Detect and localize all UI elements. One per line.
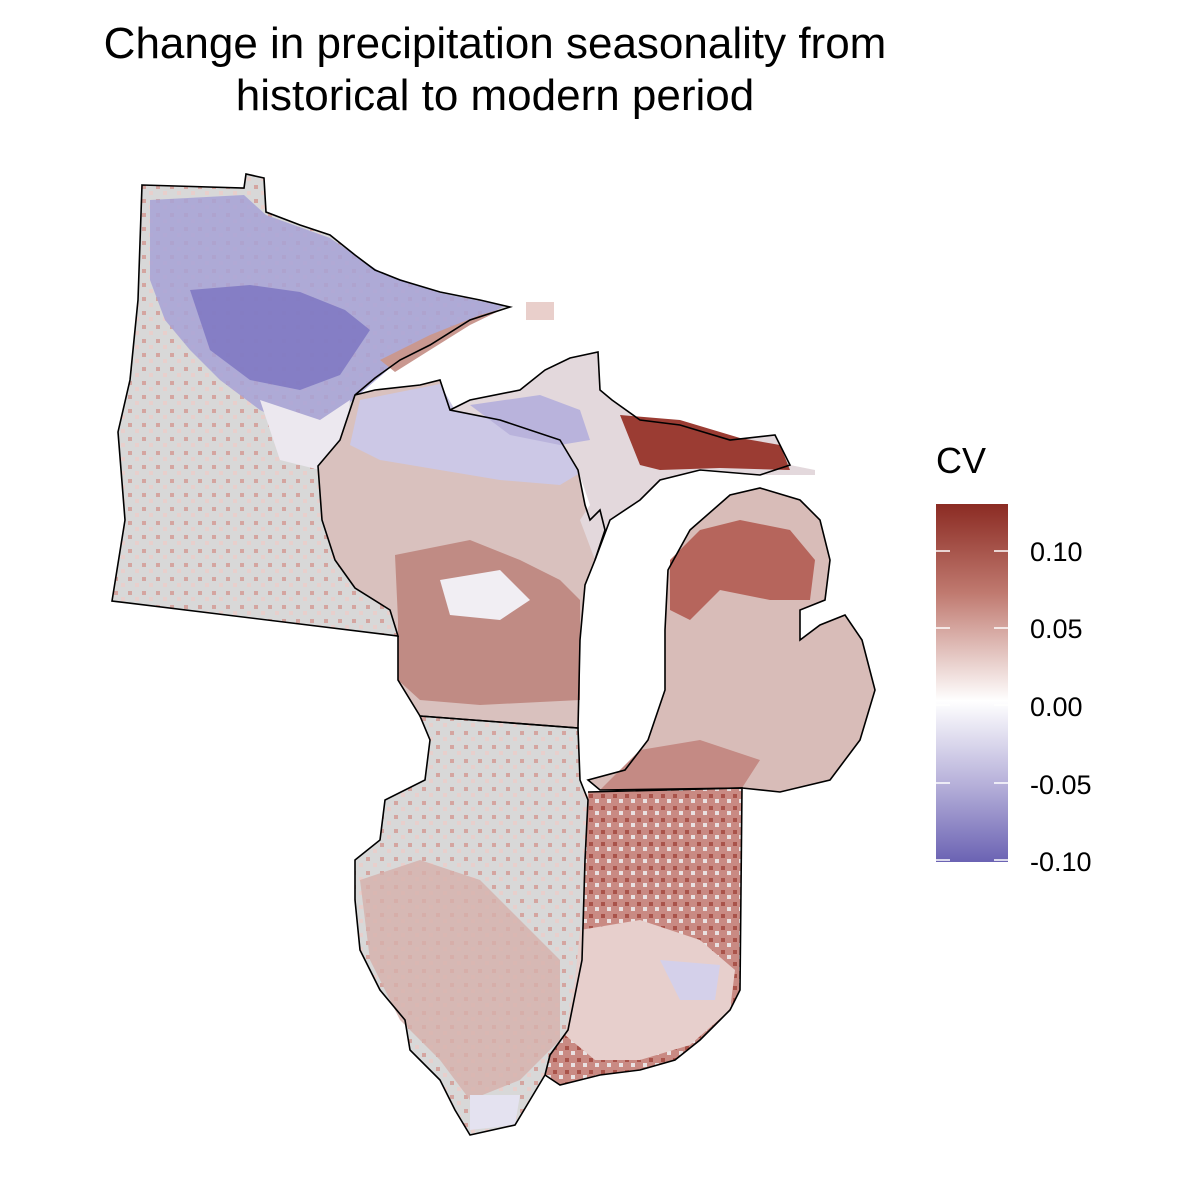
legend-title: CV (936, 440, 987, 481)
legend-label-0.10: 0.10 (1030, 537, 1083, 567)
legend-label-0.05: 0.05 (1030, 614, 1083, 644)
state-borders (111, 173, 876, 1136)
state-minnesota (112, 174, 510, 636)
title-line-2: historical to modern period (235, 71, 755, 120)
legend-label-0.00: 0.00 (1030, 692, 1083, 722)
legend-label-neg-0.05: -0.05 (1030, 770, 1092, 800)
state-indiana (545, 788, 742, 1085)
title-line-1: Change in precipitation seasonality from (103, 19, 887, 68)
state-michigan (450, 352, 875, 792)
legend-colorbar (936, 504, 1008, 862)
legend-label-neg-0.10: -0.10 (1030, 847, 1092, 877)
state-wisconsin (318, 380, 605, 728)
island-pixels (526, 302, 554, 320)
state-illinois (355, 716, 588, 1135)
chart-title: Change in precipitation seasonality from… (0, 18, 990, 122)
